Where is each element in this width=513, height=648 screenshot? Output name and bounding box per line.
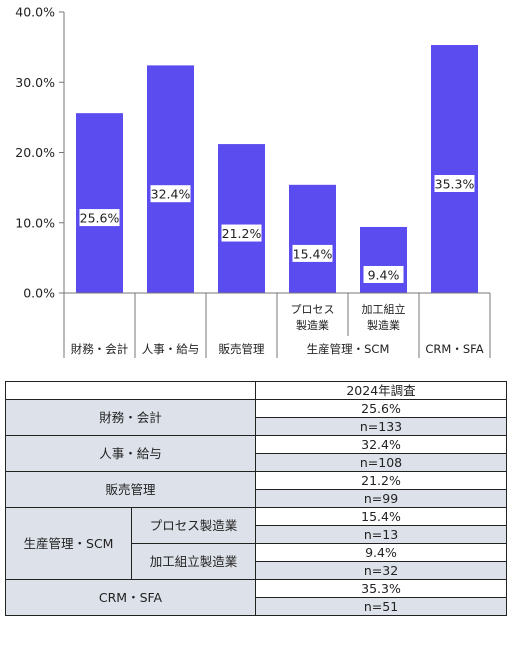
table-header-row: 2024年調査 — [5, 381, 507, 400]
row-value: 25.6% — [255, 399, 507, 418]
table-row: n=13 — [6, 525, 507, 544]
y-tick-label: 0.0% — [23, 286, 55, 301]
row-count: n=32 — [255, 561, 507, 580]
table-row: n=51 — [6, 597, 507, 616]
row-value: 15.4% — [255, 507, 507, 526]
table-row: CRM・SFA 35.3% — [5, 579, 507, 616]
row-value: 9.4% — [255, 543, 507, 562]
data-label-box — [363, 265, 404, 283]
row-label: 財務・会計 — [5, 399, 256, 436]
table-header-survey: 2024年調査 — [255, 381, 507, 400]
data-label: 35.3% — [435, 177, 475, 192]
table-row: n=133 — [6, 417, 507, 436]
data-label-box — [221, 224, 262, 242]
table-row: n=108 — [6, 453, 507, 472]
data-label: 15.4% — [293, 246, 333, 261]
row-value: 21.2% — [255, 471, 507, 490]
row-count: n=108 — [255, 453, 507, 472]
x-sublabel: 製造業 — [367, 318, 400, 332]
x-sublabel: プロセス — [291, 303, 335, 316]
row-count: n=133 — [255, 417, 507, 436]
data-label-box — [150, 185, 191, 203]
table-row: n=32 — [6, 561, 507, 580]
table-corner-cell — [5, 381, 256, 400]
table-row: n=99 — [6, 489, 507, 508]
row-label: 人事・給与 — [5, 435, 256, 472]
data-label-box — [434, 175, 475, 193]
data-table: 2024年調査 財務・会計 25.6% n=133 人事・給与 32.4% n=… — [5, 381, 507, 616]
bar — [431, 45, 478, 293]
bar — [147, 65, 194, 293]
table-row: 加工組立製造業 9.4% — [6, 543, 507, 580]
x-category-label: 人事・給与 — [142, 342, 200, 356]
row-count: n=13 — [255, 525, 507, 544]
row-value: 32.4% — [255, 435, 507, 454]
bar — [76, 113, 123, 293]
y-tick-label: 40.0% — [15, 5, 55, 20]
table-row: 販売管理 21.2% — [5, 471, 507, 508]
bar — [218, 144, 265, 293]
table-row: 生産管理・SCM プロセス製造業 15.4% — [5, 507, 507, 580]
row-label: 販売管理 — [5, 471, 256, 508]
table-row: 財務・会計 25.6% — [5, 399, 507, 436]
bar-chart: 0.0% 10.0% 20.0% 30.0% 40.0% 25.6% 32.4% 21.2%… — [15, 5, 491, 358]
y-tick-label: 20.0% — [15, 145, 55, 160]
x-category-label: 財務・会計 — [71, 342, 129, 356]
y-axis: 0.0% 10.0% 20.0% 30.0% 40.0% — [15, 5, 65, 301]
bar-series: 25.6% 32.4% 21.2% 15.4% 9.4% 35.3% — [76, 45, 478, 293]
y-tick-label: 10.0% — [15, 215, 55, 230]
x-sublabel: 加工組立 — [362, 302, 406, 316]
row-sublabel: プロセス製造業 — [131, 507, 256, 544]
data-label: 9.4% — [368, 267, 400, 282]
data-label: 21.2% — [222, 226, 262, 241]
x-category-label: 販売管理 — [219, 342, 265, 356]
data-label-box — [79, 209, 120, 227]
row-sublabel: 加工組立製造業 — [131, 543, 256, 580]
x-category-label: 生産管理・SCM — [307, 342, 390, 356]
data-label: 32.4% — [151, 187, 191, 202]
bar — [360, 226, 407, 293]
data-label: 25.6% — [80, 211, 120, 226]
table-row: 人事・給与 32.4% — [5, 435, 507, 472]
x-category-label: CRM・SFA — [425, 342, 483, 356]
bar — [289, 184, 336, 293]
group-label: 生産管理・SCM — [5, 507, 132, 580]
row-count: n=51 — [255, 597, 507, 616]
row-count: n=99 — [255, 489, 507, 508]
row-value: 35.3% — [255, 579, 507, 598]
data-label-box — [292, 244, 333, 262]
y-tick-label: 30.0% — [15, 75, 55, 90]
row-label: CRM・SFA — [5, 579, 256, 616]
x-sublabel: 製造業 — [296, 318, 329, 332]
